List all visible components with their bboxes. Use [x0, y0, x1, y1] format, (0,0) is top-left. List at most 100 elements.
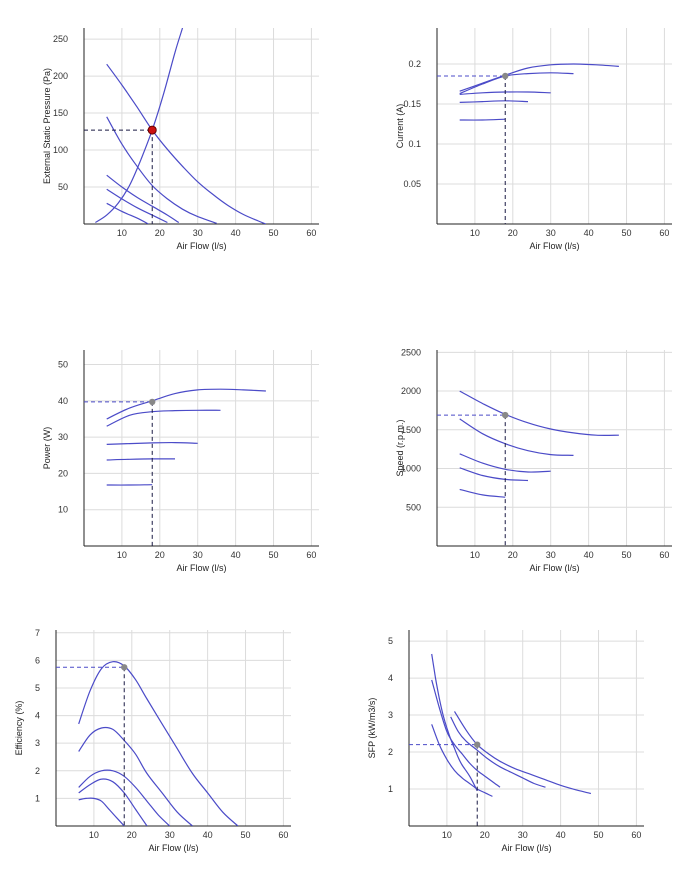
series-line-3: [106, 174, 180, 224]
y-tick-label: 0.2: [408, 59, 421, 69]
series-line-1: [106, 388, 266, 420]
x-tick-label: 10: [117, 550, 127, 560]
y-tick-label: 50: [58, 360, 68, 370]
series-line-3: [431, 724, 493, 797]
y-tick-label: 100: [53, 145, 68, 155]
y-tick-label: 5: [35, 683, 40, 693]
series-line-2: [459, 418, 574, 456]
series-line-2: [431, 679, 501, 788]
x-axis-label: Air Flow (l/s): [530, 563, 580, 573]
x-tick-label: 30: [546, 228, 556, 238]
x-tick-label: 30: [193, 228, 203, 238]
x-tick-label: 30: [546, 550, 556, 560]
x-tick-label: 60: [278, 830, 288, 840]
x-axis-label: Air Flow (l/s): [502, 843, 552, 853]
series-line-3: [459, 453, 551, 473]
series-line-4: [450, 716, 546, 788]
y-tick-label: 4: [35, 711, 40, 721]
y-axis-label: External Static Pressure (Pa): [42, 68, 52, 184]
x-axis-label: Air Flow (l/s): [149, 843, 199, 853]
x-tick-label: 20: [508, 550, 518, 560]
x-tick-label: 50: [622, 228, 632, 238]
x-tick-label: 40: [231, 550, 241, 560]
y-tick-label: 3: [35, 738, 40, 748]
pressure-chart: 10 20 30 40 50 60 50 100 150 200 250 Air Flow (l/s)…: [42, 28, 319, 251]
x-tick-label: 10: [470, 228, 480, 238]
x-tick-label: 60: [659, 228, 669, 238]
x-tick-label: 40: [556, 830, 566, 840]
y-axis-label: Power (W): [42, 427, 52, 470]
series-line-5: [459, 118, 506, 121]
x-tick-label: 40: [584, 228, 594, 238]
series-line-2: [459, 72, 574, 95]
x-tick-label: 50: [269, 550, 279, 560]
operating-point-marker: [121, 664, 128, 671]
x-tick-label: 30: [193, 550, 203, 560]
x-tick-label: 40: [203, 830, 213, 840]
x-tick-label: 50: [622, 550, 632, 560]
y-tick-label: 150: [53, 108, 68, 118]
operating-point-marker: [147, 125, 157, 135]
y-axis-label: Efficiency (%): [14, 701, 24, 756]
y-tick-label: 3: [388, 710, 393, 720]
y-tick-label: 2: [388, 747, 393, 757]
y-axis-label: Speed (r.p.m.): [395, 419, 405, 476]
x-tick-label: 50: [241, 830, 251, 840]
y-tick-label: 2000: [401, 386, 421, 396]
y-tick-label: 20: [58, 468, 68, 478]
x-tick-label: 30: [165, 830, 175, 840]
series-line-2: [106, 63, 267, 224]
x-tick-label: 30: [518, 830, 528, 840]
series-line-5: [453, 711, 592, 795]
series-line-3: [106, 441, 198, 445]
y-tick-label: 0.05: [403, 179, 421, 189]
y-tick-label: 50: [58, 182, 68, 192]
series-line-4: [78, 778, 148, 826]
series-line-4: [106, 188, 168, 224]
series-line-1: [459, 390, 619, 436]
operating-point-marker: [149, 398, 156, 406]
x-tick-label: 60: [659, 550, 669, 560]
y-tick-label: 30: [58, 432, 68, 442]
y-tick-label: 10: [58, 505, 68, 515]
series-line-1: [459, 63, 619, 92]
y-tick-label: 250: [53, 34, 68, 44]
y-tick-label: 1500: [401, 425, 421, 435]
series-line-4: [106, 458, 176, 461]
x-tick-label: 20: [127, 830, 137, 840]
y-tick-label: 0.1: [408, 139, 421, 149]
series-line-3: [78, 769, 171, 826]
x-tick-label: 10: [117, 228, 127, 238]
series-line-2: [106, 409, 221, 427]
x-tick-label: 20: [155, 228, 165, 238]
x-tick-label: 40: [584, 550, 594, 560]
y-tick-label: 7: [35, 628, 40, 638]
y-tick-label: 5: [388, 636, 393, 646]
operating-point-marker: [502, 411, 509, 419]
x-tick-label: 10: [89, 830, 99, 840]
series-line-5: [106, 202, 149, 224]
power-chart: 10 20 30 40 50 60 10 20 30 40 50 Air Flow (l/s) Powe…: [42, 350, 319, 573]
x-tick-label: 20: [480, 830, 490, 840]
y-axis-label: Current (A): [395, 104, 405, 149]
series-line-1: [78, 661, 239, 826]
series-line-1: [106, 116, 217, 224]
y-tick-label: 40: [58, 396, 68, 406]
y-tick-label: 500: [406, 502, 421, 512]
x-axis-label: Air Flow (l/s): [177, 241, 227, 251]
y-tick-label: 1: [388, 784, 393, 794]
x-tick-label: 60: [306, 550, 316, 560]
x-tick-label: 10: [442, 830, 452, 840]
x-tick-label: 50: [269, 228, 279, 238]
series-line-4: [459, 100, 529, 103]
x-tick-label: 60: [631, 830, 641, 840]
x-axis-label: Air Flow (l/s): [177, 563, 227, 573]
x-tick-label: 60: [306, 228, 316, 238]
x-tick-label: 40: [231, 228, 241, 238]
series-line-4: [459, 467, 529, 482]
y-tick-label: 2500: [401, 347, 421, 357]
sfp-chart: 10 20 30 40 50 60 1 2 3 4 5 Air Flow (l/s) SFP (kW/m…: [367, 630, 644, 853]
current-chart: 10 20 30 40 50 60 0.05 0.1 0.15 0.2 Air Flow (l/s)…: [395, 28, 672, 251]
y-tick-label: 2: [35, 766, 40, 776]
